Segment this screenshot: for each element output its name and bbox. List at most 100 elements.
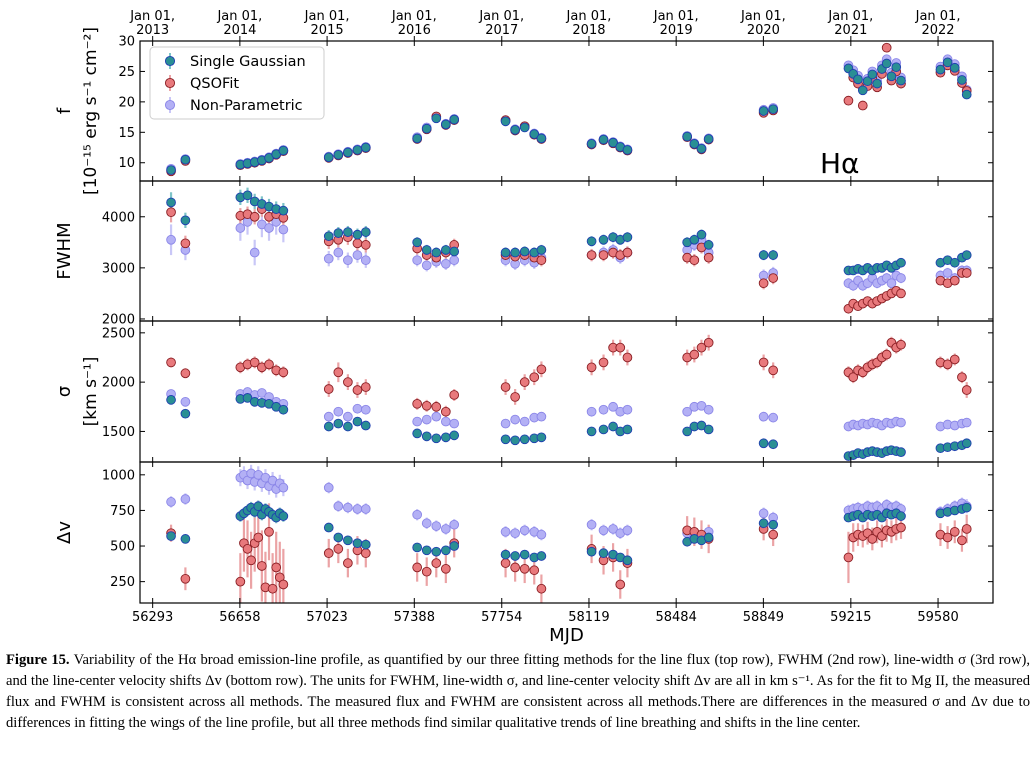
point-sigma-np-14: [412, 416, 423, 427]
point-sigma-sg-15: [421, 431, 432, 442]
point-sigma-qso-50: [957, 372, 967, 383]
point-dv-qso-8: [257, 561, 267, 571]
point-sigma-qso-22: [529, 372, 540, 383]
point-flux-sg-14: [412, 133, 423, 144]
point-dv-qso-54: [942, 532, 953, 543]
point-flux-sg-18: [449, 114, 460, 125]
point-fwhm-sg-49: [949, 257, 960, 268]
point-flux-sg-25: [598, 134, 609, 145]
point-sigma-qso-34: [768, 365, 779, 376]
point-fwhm-np-48: [942, 268, 953, 278]
point-fwhm-qso-12: [352, 238, 363, 249]
point-fwhm-sg-3: [242, 190, 253, 201]
point-dv-np-34: [622, 525, 633, 536]
point-sigma-sg-24: [586, 426, 597, 437]
panel-fwhm-marks: [166, 187, 972, 314]
point-sigma-qso-12: [352, 385, 363, 395]
point-flux-sg-28: [622, 145, 633, 155]
point-flux-sg-41: [872, 78, 882, 89]
point-dv-qso-40: [768, 529, 779, 540]
point-flux-sg-43: [881, 58, 892, 69]
figure-canvas: 10 15 20 25 30 f [10⁻¹⁵ erg s⁻¹ cm⁻²] 2000 3000 4…: [54, 9, 994, 646]
point-sigma-sg-16: [431, 433, 442, 444]
point-sigma-np-20: [510, 414, 520, 425]
point-sigma-sg-51: [961, 438, 972, 449]
top-tick-label-3-b: 2016: [398, 23, 431, 38]
point-fwhm-sg-8: [278, 205, 289, 216]
point-dv-np-26: [510, 528, 520, 539]
point-fwhm-sg-12: [352, 229, 363, 240]
point-sigma-qso-43: [881, 349, 892, 360]
top-tick-label-4-a: Jan 01,: [478, 9, 524, 24]
point-flux-sg-13: [360, 142, 371, 153]
point-dv-sg-16: [333, 532, 344, 543]
point-fwhm-np-14: [412, 255, 423, 266]
point-dv-np-17: [343, 502, 353, 513]
point-fwhm-sg-31: [696, 229, 707, 240]
point-sigma-sg-19: [500, 434, 511, 445]
point-dv-qso-27: [519, 563, 530, 574]
point-sigma-np-19: [500, 418, 511, 429]
point-dv-sg-57: [961, 502, 972, 513]
point-sigma-qso-9: [323, 384, 334, 394]
point-sigma-np-10: [333, 406, 344, 417]
point-sigma-qso-19: [500, 382, 511, 392]
point-fwhm-sg-16: [431, 247, 442, 258]
point-fwhm-np-9: [323, 253, 334, 264]
point-fwhm-sg-18: [449, 246, 460, 257]
ytick-label-flux-3: 25: [118, 65, 135, 80]
point-fwhm-sg-21: [519, 246, 530, 257]
point-fwhm-sg-17: [440, 245, 451, 255]
point-sigma-qso-10: [333, 367, 344, 378]
point-fwhm-np-17: [440, 258, 451, 269]
point-dv-qso-56: [957, 535, 967, 546]
point-fwhm-qso-51: [961, 268, 972, 278]
point-dv-qso-29: [536, 583, 547, 594]
point-sigma-qso-27: [615, 342, 626, 353]
point-sigma-np-32: [703, 404, 714, 415]
point-sigma-sg-11: [343, 421, 353, 432]
point-dv-sg-39: [758, 518, 769, 529]
point-dv-qso-10: [264, 526, 274, 537]
point-sigma-sg-28: [622, 424, 633, 435]
point-sigma-qso-46: [896, 339, 906, 350]
point-sigma-qso-49: [949, 354, 960, 365]
top-tick-label-2-b: 2015: [311, 23, 344, 38]
point-sigma-np-21: [519, 416, 530, 427]
point-flux-qso-35: [843, 95, 854, 106]
point-dv-sg-1: [180, 534, 191, 544]
top-tick-label-9-a: Jan 01,: [915, 9, 961, 24]
point-sigma-sg-21: [519, 434, 530, 445]
point-flux-sg-34: [768, 104, 779, 115]
point-flux-sg-12: [352, 145, 363, 155]
point-fwhm-np-0: [166, 234, 176, 245]
point-dv-np-30: [586, 519, 597, 530]
point-dv-qso-21: [421, 566, 432, 577]
ylabel-flux-2: [10⁻¹⁵ erg s⁻¹ cm⁻²]: [81, 27, 101, 195]
point-fwhm-qso-46: [896, 288, 906, 299]
point-fwhm-np-18: [449, 255, 460, 266]
point-fwhm-np-8: [278, 224, 289, 235]
point-flux-sg-1: [180, 154, 191, 165]
point-sigma-np-17: [440, 416, 451, 427]
point-fwhm-qso-30: [689, 255, 700, 266]
point-fwhm-sg-15: [421, 245, 432, 255]
point-sigma-np-34: [768, 412, 779, 423]
point-sigma-sg-1: [180, 408, 191, 419]
point-sigma-qso-11: [343, 377, 353, 387]
top-tick-label-7-a: Jan 01,: [740, 9, 786, 24]
point-dv-sg-18: [352, 538, 363, 549]
point-flux-sg-47: [935, 64, 946, 75]
point-flux-sg-51: [961, 89, 972, 100]
legend-box: [149, 46, 325, 120]
point-sigma-sg-10: [333, 418, 344, 429]
point-flux-qso-38: [857, 100, 868, 111]
point-dv-qso-55: [949, 526, 960, 537]
point-flux-sg-33: [758, 106, 769, 116]
top-tick-label-9-b: 2022: [921, 23, 954, 38]
point-fwhm-sg-10: [333, 228, 344, 238]
point-flux-sg-44: [886, 71, 897, 82]
point-fwhm-qso-33: [758, 278, 769, 289]
point-dv-qso-26: [510, 562, 520, 573]
top-tick-label-7-b: 2020: [747, 23, 780, 38]
